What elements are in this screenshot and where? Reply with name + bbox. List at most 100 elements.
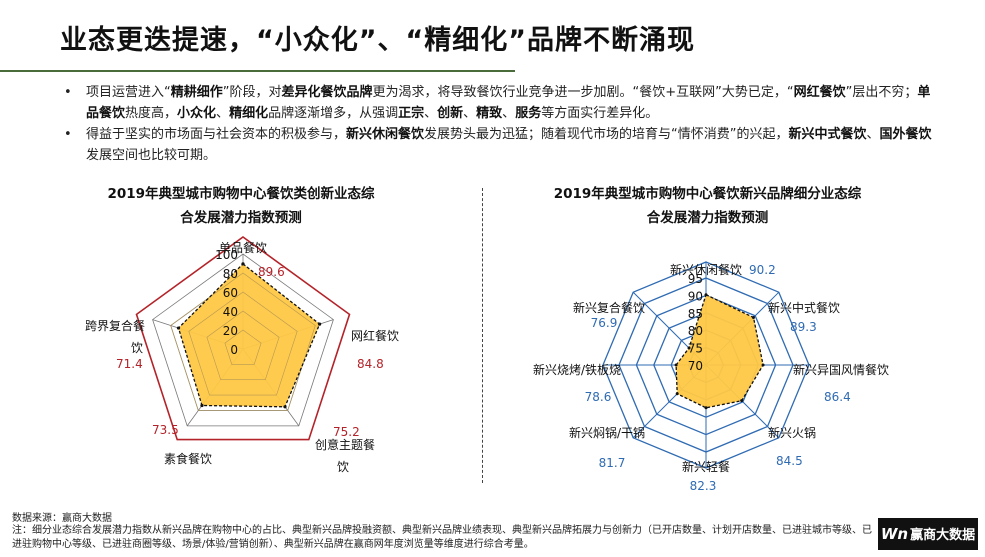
axis-tick-label: 90 bbox=[688, 289, 703, 303]
bullet-text: 、 bbox=[502, 106, 516, 121]
category-label: 网红餐饮 bbox=[351, 328, 399, 343]
chart-1-title-line: 合发展潜力指数预测 bbox=[180, 210, 302, 226]
bullet-emphasis: 差异化餐饮品牌 bbox=[281, 85, 373, 100]
bullet-emphasis: 精耕细作 bbox=[170, 85, 223, 100]
grid-ring-overlay bbox=[224, 329, 262, 365]
category-label: 单品餐饮 bbox=[219, 240, 267, 255]
category-label: 新兴焖锅/干锅 bbox=[569, 425, 645, 440]
bullet-text: 、 bbox=[424, 106, 438, 121]
bullet-emphasis: 正宗 bbox=[398, 106, 425, 121]
bullet-text: 、 bbox=[866, 127, 880, 142]
value-label: 84.8 bbox=[357, 357, 384, 371]
bullet-text: 发展势头最为迅猛；随着现代市场的培育与“情怀消费”的兴起， bbox=[424, 127, 789, 142]
data-point bbox=[751, 316, 755, 320]
category-label: 新兴烧烤/铁板烧 bbox=[533, 362, 621, 377]
value-label: 86.4 bbox=[824, 390, 851, 404]
data-point bbox=[704, 406, 708, 410]
grid-ring-overlay bbox=[188, 291, 298, 396]
value-label: 82.3 bbox=[690, 479, 717, 493]
data-point bbox=[740, 399, 744, 403]
bullet-emphasis: 网红餐饮 bbox=[793, 85, 846, 100]
axis-tick-label: 40 bbox=[223, 305, 238, 319]
data-point bbox=[241, 262, 245, 266]
axis-tick-label: 70 bbox=[688, 359, 703, 373]
data-area bbox=[675, 293, 764, 409]
bullet-text: 热度高， bbox=[125, 106, 178, 121]
axis-tick-label: 75 bbox=[688, 342, 703, 356]
bullet-emphasis: 精致 bbox=[476, 106, 503, 121]
value-label: 81.7 bbox=[599, 456, 626, 470]
category-label: 新兴轻餐 bbox=[682, 459, 730, 474]
bullet-emphasis: 精细化 bbox=[229, 106, 269, 121]
value-label: 78.6 bbox=[585, 390, 612, 404]
bullet-text: 发展空间也比较可期。 bbox=[86, 148, 217, 163]
bullet-text: ”层出不穷； bbox=[845, 85, 918, 100]
value-label: 84.5 bbox=[776, 454, 803, 468]
logo-text: 赢商大数据 bbox=[910, 528, 976, 543]
category-label: 饮 bbox=[337, 460, 349, 474]
data-point bbox=[704, 293, 708, 297]
category-label: 新兴中式餐饮 bbox=[768, 300, 840, 315]
data-point bbox=[283, 405, 287, 409]
axis-tick-label: 95 bbox=[688, 272, 703, 286]
chart-1-title: 2019年典型城市购物中心餐饮类创新业态综 合发展潜力指数预测 bbox=[86, 182, 396, 230]
grid-ring-overlay bbox=[206, 310, 280, 381]
data-point bbox=[318, 322, 322, 326]
bullet-text: 项目运营进入“ bbox=[86, 85, 171, 100]
bullet-emphasis: 新兴休闲餐饮 bbox=[346, 127, 425, 142]
axis-tick-label: 85 bbox=[688, 307, 703, 321]
value-label: 89.6 bbox=[258, 265, 285, 279]
value-label: 90.2 bbox=[749, 263, 776, 277]
bullet-item: 得益于坚实的市场面与社会资本的积极参与，新兴休闲餐饮发展势头最为迅猛；随着现代市… bbox=[62, 124, 942, 166]
axis-tick-label: 100 bbox=[215, 248, 238, 262]
bullet-text: 、 bbox=[216, 106, 230, 121]
bullet-emphasis: 新兴中式餐饮 bbox=[788, 127, 867, 142]
footnote: 注：细分业态综合发展潜力指数从新兴品牌在购物中心的占比、典型新兴品牌投融资额、典… bbox=[12, 525, 872, 550]
grid-ring bbox=[152, 253, 334, 427]
data-point bbox=[761, 363, 765, 367]
bullet-text: 等方面实行差异化。 bbox=[541, 106, 659, 121]
value-label: 71.4 bbox=[116, 357, 143, 371]
chart-1-title-line: 2019年典型城市购物中心餐饮类创新业态综 bbox=[107, 186, 375, 202]
brand-logo: Wn 赢商大数据 bbox=[878, 518, 978, 550]
bullet-item: 项目运营进入“精耕细作”阶段，对差异化餐饮品牌更为渴求，将导致餐饮行业竞争进一步… bbox=[62, 82, 942, 124]
category-label: 饮 bbox=[131, 341, 143, 355]
axis-tick-label: 80 bbox=[688, 324, 703, 338]
bullet-text: 品牌逐渐增多，从强调 bbox=[268, 106, 399, 121]
data-point bbox=[675, 392, 679, 396]
value-label: 75.2 bbox=[333, 425, 360, 439]
category-label: 新兴火锅 bbox=[768, 425, 816, 440]
title-underline bbox=[0, 70, 515, 72]
bullet-text: 、 bbox=[463, 106, 477, 121]
chart-divider bbox=[482, 188, 483, 483]
data-outline bbox=[177, 263, 321, 408]
axis-tick-label: 0 bbox=[230, 343, 238, 357]
axis-tick-label: 60 bbox=[223, 286, 238, 300]
category-label: 跨界复合餐 bbox=[85, 318, 145, 333]
data-point bbox=[687, 346, 691, 350]
chart-2-title-line: 合发展潜力指数预测 bbox=[646, 210, 769, 226]
value-label: 73.5 bbox=[152, 423, 179, 437]
value-label: 89.3 bbox=[790, 320, 817, 334]
bullet-text: ”阶段，对 bbox=[222, 85, 282, 100]
axis-tick-label: 20 bbox=[223, 324, 238, 338]
bullet-emphasis: 国外餐饮 bbox=[879, 127, 932, 142]
data-point bbox=[674, 363, 678, 367]
bullet-emphasis: 单品餐饮 bbox=[86, 85, 931, 121]
chart-2-title: 2019年典型城市购物中心餐饮新兴品牌细分业态综 合发展潜力指数预测 bbox=[520, 182, 895, 230]
logo-mark: Wn bbox=[880, 525, 909, 543]
bullet-text: 更为渴求，将导致餐饮行业竞争进一步加剧。“餐饮+互联网”大势已定，“ bbox=[372, 85, 794, 100]
outer-frame bbox=[135, 236, 351, 441]
axis-tick-label: 80 bbox=[223, 267, 238, 281]
chart-2-title-line: 2019年典型城市购物中心餐饮新兴品牌细分业态综 bbox=[553, 186, 862, 202]
bullet-emphasis: 创新 bbox=[437, 106, 464, 121]
data-source: 数据来源：赢商大数据 bbox=[12, 513, 112, 524]
category-label: 新兴复合餐饮 bbox=[573, 300, 645, 315]
category-label: 素食餐饮 bbox=[164, 451, 212, 466]
data-point bbox=[176, 326, 181, 330]
bullet-list: 项目运营进入“精耕细作”阶段，对差异化餐饮品牌更为渴求，将导致餐饮行业竞争进一步… bbox=[62, 82, 942, 166]
data-point bbox=[200, 403, 204, 408]
category-label: 新兴异国风情餐饮 bbox=[793, 362, 889, 377]
